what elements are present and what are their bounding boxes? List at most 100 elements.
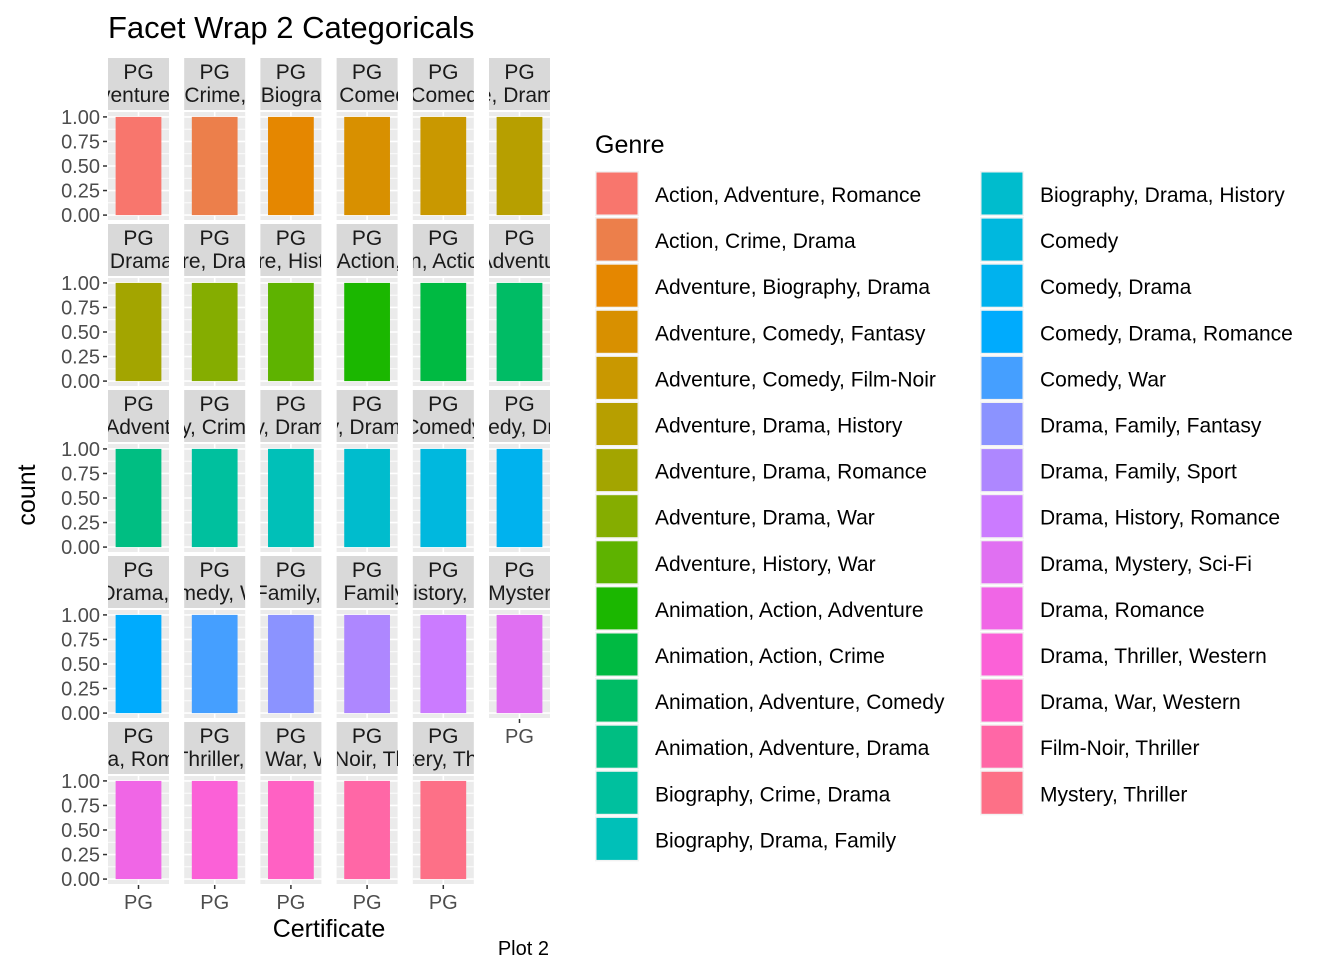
bar	[191, 116, 238, 216]
strip-certificate-label: PG	[276, 393, 306, 416]
legend-label: Adventure, History, War	[655, 553, 876, 576]
strip-certificate-label: PG	[352, 393, 382, 416]
y-tick-label: 0.25	[61, 513, 100, 535]
facet-panel: PG	[260, 556, 322, 718]
legend-swatch	[981, 541, 1023, 584]
legend-label: Comedy, Drama	[1040, 276, 1192, 299]
facet-panel: PG	[412, 556, 474, 718]
legend-item: Biography, Drama, History	[980, 171, 1285, 216]
strip-certificate-label: PG	[428, 227, 458, 250]
facet-strip	[489, 224, 550, 276]
legend-item: Adventure, Drama, Romance	[595, 447, 927, 493]
legend-swatch	[596, 495, 638, 538]
facet-strip	[336, 58, 398, 110]
facet-panel: PG 0.000.25 0.50 0.751.00	[61, 224, 169, 393]
legend-swatch	[596, 541, 638, 584]
strip-certificate-label: PG	[200, 227, 230, 250]
legend-item: Animation, Adventure, Comedy	[595, 678, 945, 724]
y-tick-label: 0.25	[61, 347, 100, 369]
bar	[420, 780, 467, 880]
legend-item: Drama, Family, Sport	[980, 447, 1237, 493]
bar	[115, 282, 162, 382]
legend-label: Action, Crime, Drama	[655, 230, 856, 253]
bar	[420, 614, 467, 714]
bar	[268, 614, 314, 714]
facet-strip	[184, 224, 246, 276]
legend-label: Adventure, Comedy, Fantasy	[655, 322, 926, 345]
facet-panel: PG PG	[489, 556, 550, 748]
facet-panel: PG	[184, 58, 246, 220]
facet-strip	[260, 556, 322, 608]
y-tick-label: 0.75	[61, 795, 100, 817]
facet-panel: PG	[489, 58, 550, 220]
y-tick-label: 0.50	[61, 322, 100, 344]
legend-title: Genre	[595, 131, 664, 159]
strip-certificate-label: PG	[200, 61, 230, 84]
facet-strip	[489, 58, 550, 110]
facet-strip	[260, 224, 322, 276]
facet-panel: PG	[412, 390, 474, 552]
legend-swatch	[981, 449, 1023, 492]
legend-item: Drama, History, Romance	[980, 493, 1280, 539]
legend-item: Biography, Crime, Drama	[595, 770, 891, 816]
y-tick-label: 0.50	[61, 820, 100, 842]
legend-item: Comedy, Drama	[980, 263, 1192, 309]
x-tick-label: PG	[124, 892, 153, 914]
legend-item: Adventure, Biography, Drama	[595, 263, 930, 309]
facet-panel: PG PG	[260, 722, 322, 914]
y-tick-label: 0.00	[61, 371, 100, 393]
y-tick-label: 1.00	[61, 605, 100, 627]
legend-swatch	[596, 403, 638, 445]
facet-panel: PG	[184, 224, 246, 386]
legend-item: Adventure, Comedy, Film-Noir	[595, 355, 936, 401]
legend-label: Animation, Action, Crime	[655, 645, 885, 668]
facet-strip	[260, 390, 322, 442]
facet-panel: PG 0.000.25 0.50 0.751.00	[61, 58, 169, 227]
strip-certificate-label: PG	[200, 725, 230, 748]
legend-item: Drama, Family, Fantasy	[980, 401, 1262, 447]
facet-strip	[108, 224, 169, 276]
strip-certificate-label: PG	[200, 393, 230, 416]
facet-strip	[489, 556, 550, 608]
legend-label: Drama, War, Western	[1040, 691, 1241, 714]
legend-item: Drama, Romance	[980, 585, 1205, 631]
y-tick-label: 0.25	[61, 845, 100, 867]
bar	[191, 282, 238, 382]
legend-item: Drama, Thriller, Western	[980, 632, 1267, 677]
legend-item: Drama, War, Western	[980, 678, 1241, 724]
facet-strip	[184, 722, 246, 774]
legend-item: Comedy	[980, 217, 1119, 263]
facet-panel: PG 0.000.25 0.50 0.751.00	[61, 556, 169, 725]
legend-swatch	[596, 172, 638, 215]
strip-certificate-label: PG	[504, 393, 534, 416]
facet-panel: PG	[336, 556, 398, 718]
legend-label: Drama, Family, Fantasy	[1040, 415, 1262, 438]
legend-label: Adventure, Drama, Romance	[655, 461, 927, 484]
legend-label: Comedy, War	[1040, 368, 1166, 391]
bar	[268, 448, 314, 548]
y-tick-label: 0.00	[61, 869, 100, 891]
bar	[191, 448, 238, 548]
legend-swatch	[981, 356, 1023, 399]
legend-swatch	[596, 310, 638, 353]
legend-label: Drama, Thriller, Western	[1040, 645, 1267, 668]
legend-item: Action, Crime, Drama	[595, 217, 856, 263]
facet-strip	[412, 390, 474, 442]
facet-panel: PG	[412, 224, 474, 386]
legend-swatch	[981, 403, 1023, 445]
legend-label: Drama, Mystery, Sci-Fi	[1040, 553, 1252, 576]
legend-label: Mystery, Thriller	[1040, 783, 1187, 806]
strip-certificate-label: PG	[123, 725, 153, 748]
legend-item: Animation, Action, Crime	[595, 632, 885, 677]
facet-panel: PG	[412, 58, 474, 220]
facet-strip	[184, 390, 246, 442]
facet-strip	[412, 556, 474, 608]
legend-label: Drama, Family, Sport	[1040, 461, 1237, 484]
legend-label: Comedy	[1040, 230, 1119, 253]
facet-panel: PG	[489, 224, 550, 386]
legend-label: Biography, Drama, History	[1040, 184, 1285, 207]
y-axis-title: count	[13, 464, 41, 525]
legend-label: Biography, Crime, Drama	[655, 783, 891, 806]
bar	[496, 448, 543, 548]
